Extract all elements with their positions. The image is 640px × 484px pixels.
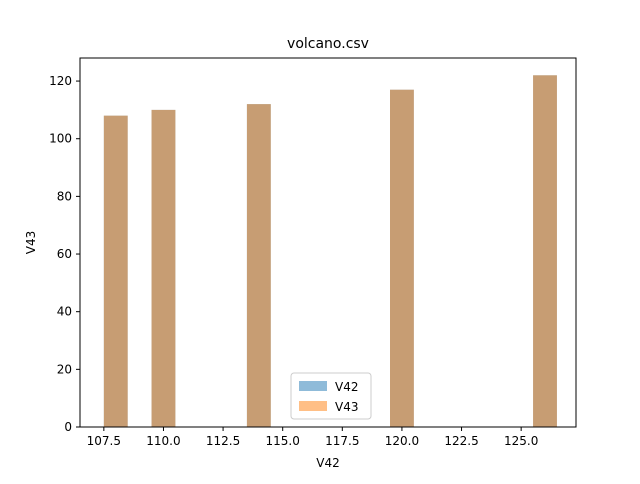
x-tick-label: 125.0 [504, 434, 538, 448]
x-tick-label: 112.5 [206, 434, 240, 448]
y-tick-label: 60 [57, 247, 72, 261]
y-tick-label: 80 [57, 189, 72, 203]
y-tick-label: 100 [49, 132, 72, 146]
bar-v43-3 [390, 89, 414, 427]
bar-v43-0 [103, 115, 128, 427]
y-axis-ticks: 0 20 40 60 80 100 120 [49, 74, 80, 434]
bars-layer [103, 75, 557, 427]
x-tick-label: 107.5 [87, 434, 121, 448]
y-tick-label: 120 [49, 74, 72, 88]
legend-label-v43: V43 [335, 400, 358, 414]
x-tick-label: 120.0 [385, 434, 419, 448]
x-axis-label: V42 [316, 456, 339, 470]
legend-box [290, 372, 372, 420]
x-tick-label: 122.5 [444, 434, 478, 448]
y-tick-label: 0 [64, 420, 72, 434]
y-axis-label: V43 [24, 231, 38, 254]
legend-swatch-v43 [299, 401, 327, 411]
chart-title: volcano.csv [287, 36, 369, 52]
legend-label-v42: V42 [335, 380, 358, 394]
x-tick-label: 115.0 [266, 434, 300, 448]
y-tick-label: 40 [57, 305, 72, 319]
plot-frame [79, 57, 577, 428]
y-tick-label: 20 [57, 362, 72, 376]
x-tick-label: 110.0 [146, 434, 180, 448]
x-axis-ticks: 107.5 110.0 112.5 115.0 117.5 120.0 122.5 125.0 [87, 427, 538, 448]
bar-v43-2 [246, 104, 271, 427]
bar-v43-1 [151, 109, 176, 427]
legend-swatch-v42 [299, 381, 327, 391]
bar-v43-4 [533, 75, 557, 427]
x-tick-label: 117.5 [325, 434, 359, 448]
